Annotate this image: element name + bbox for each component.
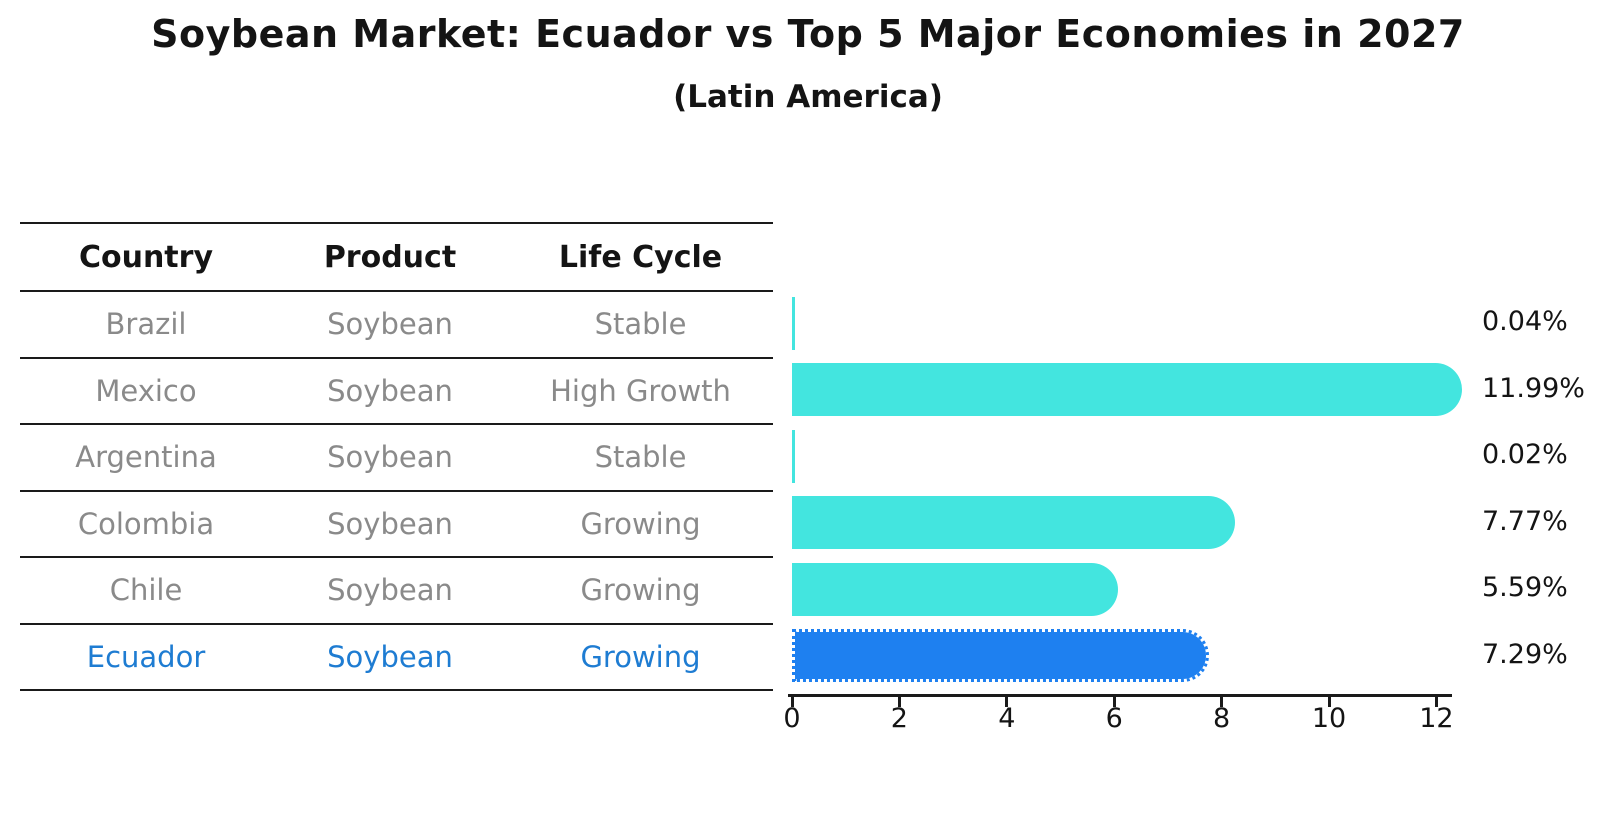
bar-chile (792, 562, 1119, 616)
table-body: Brazil Soybean Stable Mexico Soybean High Gro… (20, 292, 773, 691)
table-row-chile: Chile Soybean Growing (20, 558, 773, 625)
value-label-brazil: 0.04% (1482, 306, 1568, 337)
cell-lifecycle: Growing (580, 639, 701, 674)
bar-brazil (792, 296, 795, 350)
cell-lifecycle: Growing (580, 573, 701, 608)
x-tick-mark-10 (1327, 696, 1331, 707)
table-row-colombia: Colombia Soybean Growing (20, 492, 773, 558)
value-label-mexico: 11.99% (1482, 372, 1585, 404)
x-tick-label-10: 10 (1311, 703, 1347, 734)
cell-country: Argentina (75, 440, 217, 475)
x-tick-label-12: 12 (1419, 703, 1454, 734)
cell-country: Ecuador (86, 639, 206, 674)
cell-lifecycle: Growing (580, 506, 701, 541)
x-tick-mark-6 (1112, 696, 1116, 707)
x-tick-mark-0 (790, 696, 794, 707)
cell-product: Soybean (327, 506, 453, 541)
cell-product: Soybean (327, 573, 453, 608)
cell-lifecycle: Stable (594, 440, 687, 475)
chart-title: Soybean Market: Ecuador vs Top 5 Major E… (151, 12, 1465, 56)
x-tick-label-4: 4 (998, 703, 1016, 734)
x-tick-mark-12 (1434, 696, 1438, 707)
bar-mexico (792, 363, 1462, 416)
x-tick-label-8: 8 (1213, 703, 1231, 734)
bar-argentina (792, 429, 795, 483)
cell-product: Soybean (327, 639, 453, 674)
column-header-country: Country (78, 239, 214, 275)
column-header-lifecycle: Life Cycle (558, 239, 723, 275)
table-header-row: Country Product Life Cycle (20, 224, 773, 292)
table-row-argentina: Argentina Soybean Stable (20, 425, 773, 492)
country-table: Country Product Life Cycle Brazil Soybean… (20, 222, 773, 691)
x-tick-mark-4 (1005, 696, 1009, 707)
cell-product: Soybean (327, 440, 453, 475)
value-label-ecuador: 7.29% (1482, 638, 1568, 670)
cell-product: Soybean (327, 307, 453, 342)
cell-lifecycle: High Growth (550, 373, 731, 408)
cell-country: Chile (109, 573, 183, 608)
cell-country: Colombia (77, 506, 215, 541)
x-tick-label-0: 0 (783, 703, 801, 734)
cell-lifecycle: Stable (594, 307, 687, 342)
table-row-brazil: Brazil Soybean Stable (20, 292, 773, 359)
cell-product: Soybean (327, 373, 453, 408)
cell-country: Mexico (95, 373, 197, 408)
bar-colombia (792, 496, 1236, 549)
bar-ecuador (792, 629, 1210, 682)
value-label-argentina: 0.02% (1482, 439, 1568, 470)
table-row-ecuador: Ecuador Soybean Growing (20, 625, 773, 691)
x-axis-line (788, 694, 1452, 697)
table-row-mexico: Mexico Soybean High Growth (20, 359, 773, 425)
x-tick-mark-8 (1220, 696, 1224, 707)
x-tick-label-2: 2 (890, 703, 908, 734)
x-tick-label-6: 6 (1105, 703, 1123, 734)
column-header-product: Product (323, 239, 457, 275)
chart-subtitle: (Latin America) (673, 79, 943, 115)
value-label-colombia: 7.77% (1482, 505, 1568, 537)
value-label-chile: 5.59% (1482, 572, 1568, 603)
cell-country: Brazil (105, 307, 187, 342)
x-tick-mark-2 (897, 696, 901, 707)
